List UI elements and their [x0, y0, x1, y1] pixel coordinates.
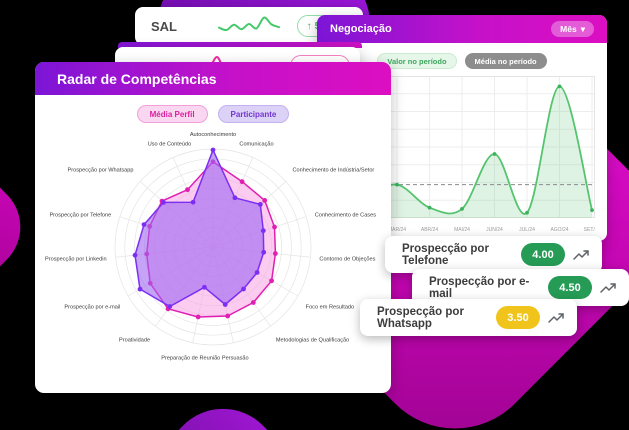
arrow-up-icon: ↑ — [306, 20, 312, 32]
metric-card-whatsapp[interactable]: Prospecção por Whatsapp 3.50 — [360, 299, 577, 336]
trend-up-icon — [573, 249, 589, 260]
legend-participante-pill[interactable]: Participante — [217, 105, 290, 123]
svg-text:Foco em Resultado: Foco em Resultado — [306, 305, 355, 311]
metric-card-telefone[interactable]: Prospecção por Telefone 4.00 — [385, 236, 602, 273]
metric-label: Prospecção por Telefone — [402, 242, 489, 267]
svg-text:Persuasão: Persuasão — [222, 356, 249, 362]
svg-text:Conhecimento de Cases: Conhecimento de Cases — [315, 212, 376, 218]
svg-text:Proatividade: Proatividade — [119, 338, 150, 344]
svg-text:Contorno de Objeções: Contorno de Objeções — [319, 257, 375, 263]
negotiation-legend: Valor no período Média no período — [317, 53, 607, 69]
radar-header: Radar de Competências — [35, 62, 391, 95]
svg-text:SET/24: SET/24 — [584, 227, 595, 233]
svg-text:AGO/24: AGO/24 — [550, 227, 568, 233]
svg-text:Prospecção por e-mail: Prospecção por e-mail — [64, 305, 120, 311]
svg-text:Autoconhecimento: Autoconhecimento — [190, 132, 236, 138]
legend-value-pill[interactable]: Valor no período — [377, 53, 457, 69]
sal-sparkline — [218, 16, 280, 32]
metric-label: Prospecção por e-mail — [429, 275, 530, 300]
legend-average-pill[interactable]: Média no período — [464, 53, 547, 69]
stacked-card-edge — [118, 42, 362, 48]
negotiation-area-chart: FEV/24MAR/24ABR/24MAI/24JUN/24JUL/24AGO/… — [329, 76, 595, 233]
negotiation-header: Negociação Mês ▾ — [317, 15, 607, 43]
bg-blob-magenta-left — [0, 92, 40, 362]
svg-text:Uso de Conteúdo: Uso de Conteúdo — [148, 141, 192, 147]
svg-text:Prospecção por Whatsapp: Prospecção por Whatsapp — [68, 167, 134, 173]
svg-text:ABR/24: ABR/24 — [421, 227, 438, 233]
score-badge: 4.50 — [548, 276, 592, 299]
svg-text:Prospecção por Linkedin: Prospecção por Linkedin — [45, 257, 107, 263]
svg-text:Metodologias de Qualificação: Metodologias de Qualificação — [276, 338, 349, 344]
score-badge: 3.50 — [496, 306, 540, 329]
score-badge: 4.00 — [521, 243, 565, 266]
svg-text:Conhecimento de Indústria/Seto: Conhecimento de Indústria/Setor — [293, 167, 375, 173]
legend-media-perfil-pill[interactable]: Média Perfil — [136, 105, 208, 123]
period-dropdown-button[interactable]: Mês ▾ — [551, 21, 594, 37]
period-dropdown-label: Mês — [560, 24, 577, 34]
radar-title: Radar de Competências — [57, 70, 217, 87]
svg-text:MAI/24: MAI/24 — [454, 227, 470, 233]
svg-text:Preparação de Reunião: Preparação de Reunião — [161, 356, 220, 362]
svg-text:JUL/24: JUL/24 — [519, 227, 535, 233]
svg-text:Prospecção por Telefone: Prospecção por Telefone — [49, 212, 111, 218]
svg-text:MAR/24: MAR/24 — [388, 227, 406, 233]
negotiation-title: Negociação — [330, 23, 392, 35]
metric-label: Prospecção por Whatsapp — [377, 305, 464, 330]
svg-text:Comunicação: Comunicação — [239, 141, 273, 147]
chevron-down-icon: ▾ — [580, 23, 585, 34]
trend-up-icon — [600, 282, 616, 293]
trend-up-icon — [548, 312, 564, 323]
competency-radar-card: Radar de Competências Média Perfil Parti… — [35, 62, 391, 393]
sal-label: SAL — [151, 18, 177, 34]
radar-legend: Média Perfil Participante — [35, 105, 391, 123]
svg-text:JUN/24: JUN/24 — [486, 227, 503, 233]
